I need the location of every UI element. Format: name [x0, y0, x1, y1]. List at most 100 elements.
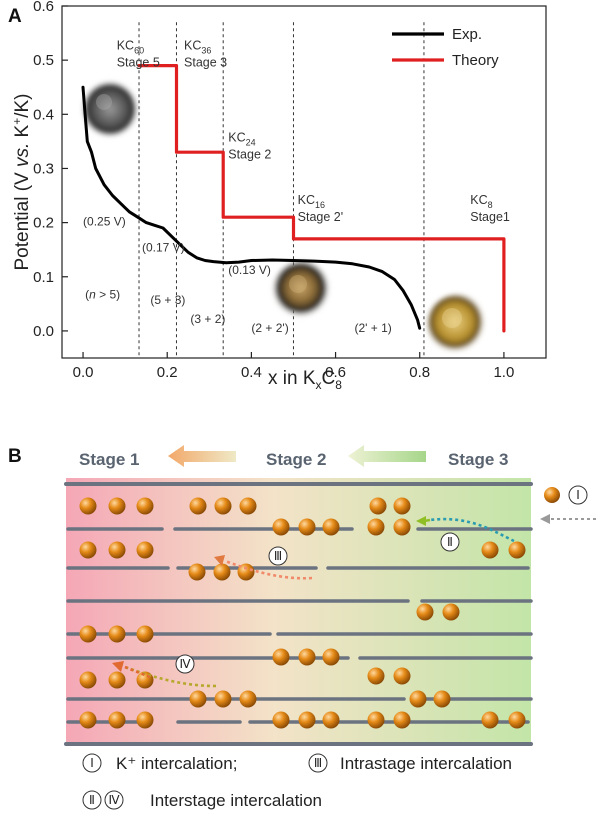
- plateau-voltage-label: (0.17 V): [142, 240, 185, 254]
- two-phase-region-label: (2' + 1): [355, 321, 392, 335]
- potassium-ion: [136, 625, 154, 643]
- potassium-ion: [272, 711, 290, 729]
- potassium-ion: [108, 625, 126, 643]
- potassium-ion: [79, 671, 97, 689]
- x-tick-label: 1.0: [493, 364, 514, 381]
- series-theory-line: [137, 63, 506, 333]
- potassium-ion: [79, 625, 97, 643]
- potassium-ion: [108, 711, 126, 729]
- potassium-ion: [214, 497, 232, 515]
- mechanism-arrow-II: Ⅱ: [416, 516, 515, 552]
- legend-notes: Ⅰ K⁺ intercalation; Ⅲ Intrastage interca…: [82, 753, 512, 810]
- note-label-I: Ⅰ: [90, 756, 94, 770]
- potassium-ion: [298, 711, 316, 729]
- potassium-ion: [393, 711, 411, 729]
- compound-label: KC24: [228, 131, 255, 148]
- two-phase-region-label: (3 + 2): [190, 312, 225, 326]
- x-axis-title: x in KxC8: [268, 368, 342, 392]
- label-IV-text: Ⅳ: [179, 657, 190, 671]
- insertion-arrowhead: [540, 514, 550, 524]
- note-intrastage: Intrastage intercalation: [340, 754, 512, 773]
- potassium-ion: [369, 497, 387, 515]
- potassium-ion: [79, 711, 97, 729]
- stage-gradient-background: [66, 478, 531, 746]
- potassium-ion: [508, 541, 526, 559]
- potassium-ion: [214, 690, 232, 708]
- mechanism-arrow-IV: Ⅳ: [112, 654, 217, 688]
- potassium-ion: [393, 497, 411, 515]
- potassium-ion: [272, 518, 290, 536]
- potassium-ion: [189, 690, 207, 708]
- note-interstage: Interstage intercalation: [150, 791, 322, 810]
- sample-photo-stage2: [272, 261, 332, 321]
- potassium-ion: [108, 541, 126, 559]
- compound-label: KC16: [298, 193, 325, 210]
- potassium-ion: [136, 541, 154, 559]
- arrow-to-stage-2: [348, 445, 426, 467]
- panel-a-chart: A 0.0 0.2 0.4 0.6 0.8 1.00.00.10.20.30.40.50.…: [8, 0, 547, 392]
- two-phase-region-label: (n > 5): [85, 287, 120, 301]
- potassium-ion: [136, 711, 154, 729]
- compound-label: KC8: [470, 193, 492, 210]
- potassium-ion: [108, 497, 126, 515]
- stage-label: Stage 2': [298, 210, 343, 224]
- potassium-ion: [481, 711, 499, 729]
- potassium-ion: [442, 603, 460, 621]
- potassium-ion: [481, 541, 499, 559]
- y-tick-label: 0.4: [33, 106, 54, 123]
- x-tick-label: 0.0: [73, 364, 94, 381]
- y-tick-label: 0.6: [33, 0, 54, 15]
- potassium-ion: [237, 563, 255, 581]
- note-label-III: Ⅲ: [314, 756, 322, 770]
- panel-b-schematic: B Stage 1 Stage 2 Stage 3 Ⅰ Ⅱ: [8, 445, 596, 810]
- series-exp-line: [81, 85, 422, 330]
- potassium-ion: [239, 497, 257, 515]
- stage-label: Stage 2: [228, 148, 271, 162]
- potassium-ion: [188, 563, 206, 581]
- y-tick-label: 0.0: [33, 323, 54, 340]
- potassium-ion: [393, 667, 411, 685]
- axis-ticks: 0.0 0.2 0.4 0.6 0.8 1.0 0.0 0.1 0.2 0.3 0.4 0.5 0.6: [33, 0, 514, 381]
- two-phase-region-label: (2 + 2'): [251, 321, 288, 335]
- potassium-ion: [367, 667, 385, 685]
- potassium-ions: [79, 497, 526, 729]
- y-tick-label: 0.2: [33, 215, 54, 232]
- compound-label: KC36: [184, 39, 211, 56]
- potassium-ion: [213, 563, 231, 581]
- potassium-ion: [79, 541, 97, 559]
- compound-label: KC60: [117, 39, 144, 56]
- potassium-ion: [189, 497, 207, 515]
- stage-3-header: Stage 3: [448, 450, 508, 469]
- potassium-ion: [298, 648, 316, 666]
- panel-a-letter: A: [8, 6, 22, 27]
- potassium-ion: [272, 648, 290, 666]
- y-tick-label: 0.3: [33, 160, 54, 177]
- potassium-ion: [416, 603, 434, 621]
- potassium-ion: [322, 711, 340, 729]
- mechanism-arrow-III: Ⅲ: [214, 546, 313, 580]
- potassium-ion: [367, 711, 385, 729]
- stage-header-row: Stage 1 Stage 2 Stage 3: [79, 445, 508, 469]
- x-tick-label: 0.8: [409, 364, 430, 381]
- arrow-to-stage-1: [168, 445, 236, 467]
- legend: Exp. Theory: [392, 26, 499, 69]
- x-tick-label: 0.4: [241, 364, 262, 381]
- stage-label: Stage1: [470, 210, 510, 224]
- incoming-potassium-ion: [544, 487, 560, 503]
- potassium-ion: [409, 690, 427, 708]
- x-tick-label: 0.2: [157, 364, 178, 381]
- potassium-ion: [322, 518, 340, 536]
- plot-frame: [61, 5, 547, 359]
- two-phase-region-label: (5 + 3): [150, 293, 185, 307]
- y-axis-title: Potential (V vs. K+/K): [10, 93, 33, 270]
- potassium-ion: [239, 690, 257, 708]
- y-tick-label: 0.5: [33, 52, 54, 69]
- potassium-ion: [322, 648, 340, 666]
- stage-label: Stage 3: [184, 56, 227, 70]
- potassium-ion: [393, 518, 411, 536]
- panel-b-letter: B: [8, 446, 22, 467]
- label-I-text: Ⅰ: [576, 488, 580, 502]
- plateau-voltage-label: (0.13 V): [228, 263, 271, 277]
